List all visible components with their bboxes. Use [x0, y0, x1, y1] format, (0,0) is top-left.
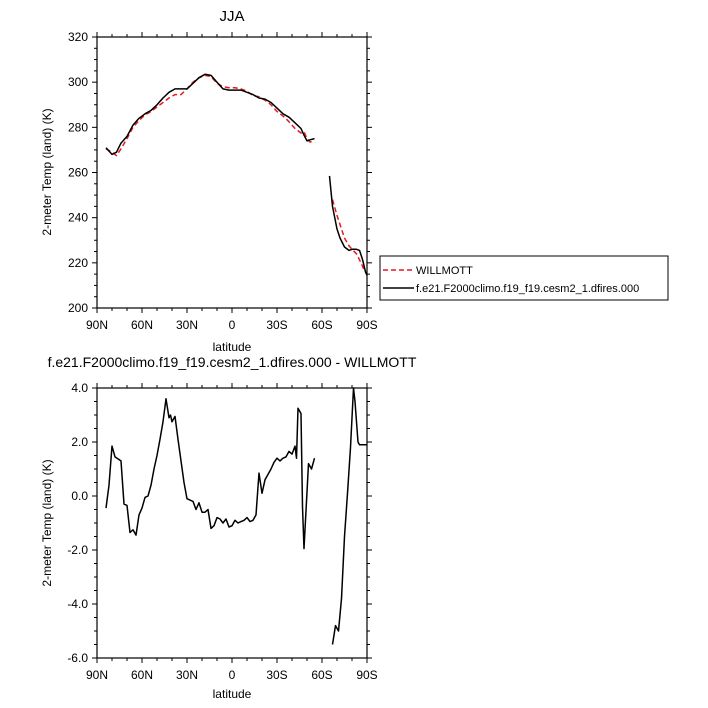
top-y-axis-label: 2-meter Temp (land) (K) — [40, 108, 54, 235]
top-x-tick-label: 30S — [266, 318, 287, 332]
bottom-y-tick-label: -2.0 — [67, 543, 88, 557]
top-panel: JJA 90N 60N 30N 0 30S 60S 90S 320 300 280 260 240 22… — [40, 8, 669, 354]
bottom-panel: f.e21.F2000climo.f19_f19.cesm2_1.dfires.… — [40, 354, 417, 701]
bottom-x-tick-label: 0 — [229, 668, 236, 682]
top-x-tick-label: 0 — [229, 318, 236, 332]
top-y-tick-label: 260 — [68, 166, 88, 180]
bottom-y-tick-label: 2.0 — [71, 435, 88, 449]
bottom-axis-ticks: 90N 60N 30N 0 30S 60S 90S 4.0 2.0 0.0 -2.0 -4.0 -6.0 — [67, 381, 377, 682]
top-y-tick-label: 240 — [68, 211, 88, 225]
top-series-0-segment-0 — [105, 74, 315, 157]
top-plot-frame — [96, 36, 368, 309]
top-y-tick-label: 300 — [68, 75, 88, 89]
bottom-series-0-segment-1 — [331, 387, 367, 645]
bottom-y-tick-label: 0.0 — [71, 489, 88, 503]
top-x-tick-label: 60N — [131, 318, 153, 332]
bottom-panel-title: f.e21.F2000climo.f19_f19.cesm2_1.dfires.… — [48, 354, 417, 370]
top-series-1-segment-1 — [328, 175, 368, 276]
top-panel-title: JJA — [219, 8, 244, 25]
top-y-tick-label: 320 — [68, 30, 88, 44]
bottom-x-tick-label: 30N — [176, 668, 198, 682]
bottom-series-0-segment-0 — [105, 398, 316, 550]
bottom-x-axis-label: latitude — [213, 687, 252, 701]
top-series-1-segment-0 — [105, 73, 315, 156]
top-x-tick-label: 90S — [356, 318, 377, 332]
bottom-y-tick-label: -6.0 — [67, 651, 88, 665]
top-x-tick-label: 30N — [176, 318, 198, 332]
bottom-x-tick-label: 30S — [266, 668, 287, 682]
top-plot-lines — [105, 73, 368, 276]
legend-label-willmott: WILLMOTT — [416, 265, 473, 277]
bottom-x-tick-label: 60S — [311, 668, 332, 682]
top-y-tick-label: 200 — [68, 301, 88, 315]
bottom-y-tick-label: 4.0 — [71, 381, 88, 395]
bottom-plot-lines — [105, 387, 367, 645]
top-x-tick-label: 90N — [86, 318, 108, 332]
legend-label-model: f.e21.F2000climo.f19_f19.cesm2_1.dfires.… — [416, 283, 639, 295]
top-axis-ticks: 90N 60N 30N 0 30S 60S 90S 320 300 280 260 240 220 200 — [68, 30, 378, 332]
top-y-tick-label: 220 — [68, 256, 88, 270]
bottom-y-axis-label: 2-meter Temp (land) (K) — [40, 459, 54, 586]
top-series-0-segment-1 — [331, 199, 368, 275]
bottom-x-tick-label: 90S — [356, 668, 377, 682]
bottom-y-tick-label: -4.0 — [67, 597, 88, 611]
top-y-tick-label: 280 — [68, 120, 88, 134]
legend-box — [379, 255, 669, 301]
bottom-x-tick-label: 90N — [86, 668, 108, 682]
top-x-axis-label: latitude — [213, 340, 252, 354]
top-legend: WILLMOTT f.e21.F2000climo.f19_f19.cesm2_… — [379, 255, 669, 301]
top-x-tick-label: 60S — [311, 318, 332, 332]
bottom-x-tick-label: 60N — [131, 668, 153, 682]
